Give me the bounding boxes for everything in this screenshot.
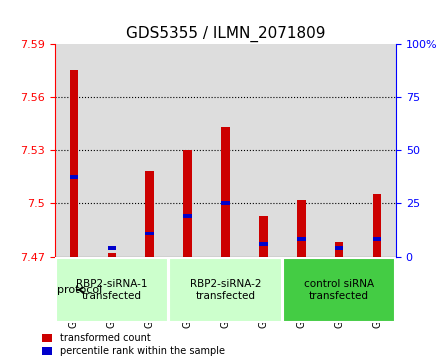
Text: RBP2-siRNA-1
transfected: RBP2-siRNA-1 transfected — [76, 279, 147, 301]
Bar — [358, 44, 396, 257]
Bar — [335, 246, 344, 250]
Bar — [297, 237, 305, 241]
Bar — [183, 150, 192, 257]
Bar — [131, 44, 169, 257]
Bar — [282, 44, 320, 257]
Bar — [55, 44, 93, 257]
Text: control siRNA
transfected: control siRNA transfected — [304, 279, 374, 301]
Bar — [93, 44, 131, 257]
Bar — [335, 242, 344, 257]
FancyBboxPatch shape — [283, 258, 395, 322]
Legend: transformed count, percentile rank within the sample: transformed count, percentile rank withi… — [40, 331, 227, 358]
Bar — [373, 195, 381, 257]
Bar — [183, 214, 192, 218]
Bar — [70, 175, 78, 179]
Title: GDS5355 / ILMN_2071809: GDS5355 / ILMN_2071809 — [126, 26, 325, 42]
Text: protocol: protocol — [57, 285, 102, 295]
Text: RBP2-siRNA-2
transfected: RBP2-siRNA-2 transfected — [190, 279, 261, 301]
Bar — [373, 237, 381, 241]
Bar — [146, 232, 154, 235]
Bar — [221, 127, 230, 257]
FancyBboxPatch shape — [56, 258, 168, 322]
Bar — [297, 200, 305, 257]
Bar — [107, 246, 116, 250]
Bar — [245, 44, 282, 257]
FancyBboxPatch shape — [169, 258, 282, 322]
Bar — [259, 242, 268, 246]
Bar — [259, 216, 268, 257]
Bar — [169, 44, 206, 257]
Bar — [107, 253, 116, 257]
Bar — [206, 44, 245, 257]
Bar — [320, 44, 358, 257]
Bar — [70, 70, 78, 257]
Bar — [221, 201, 230, 205]
Bar — [146, 171, 154, 257]
